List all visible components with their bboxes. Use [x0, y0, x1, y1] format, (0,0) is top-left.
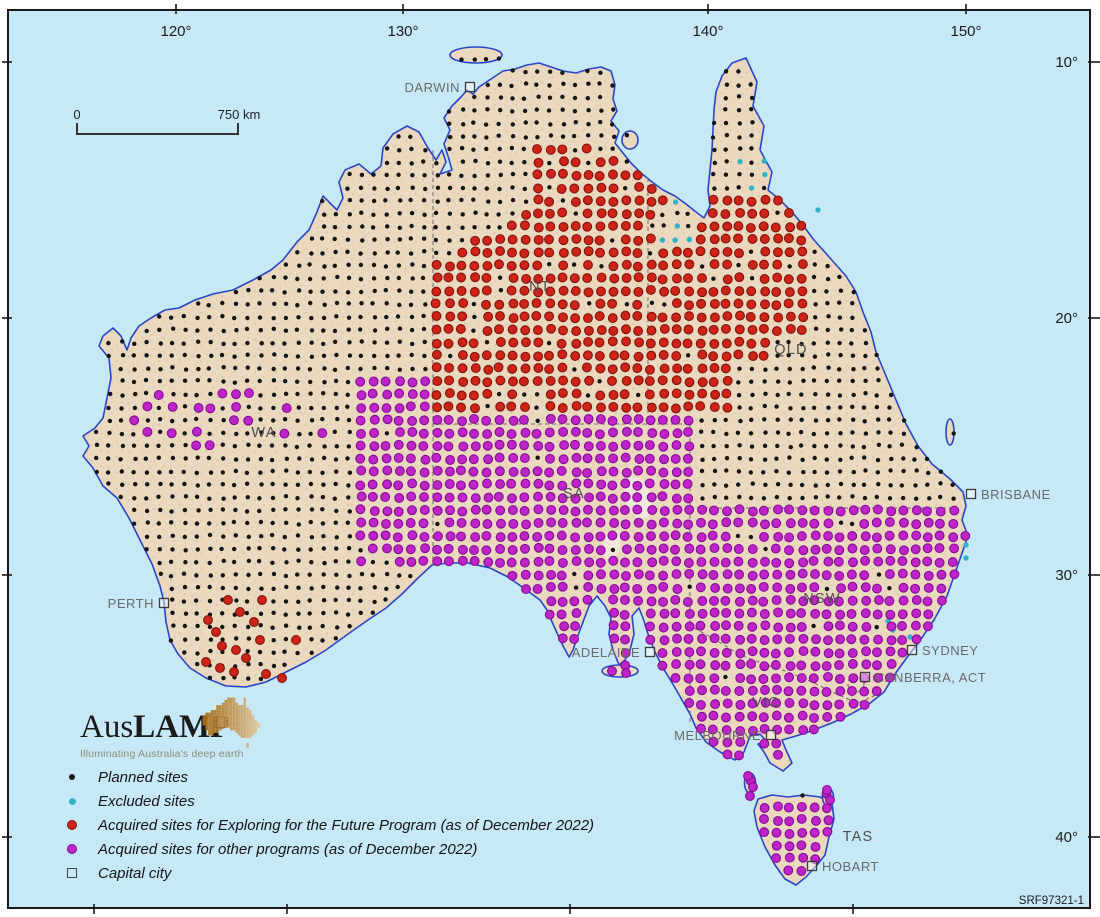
scale-bar-start-label: 0: [73, 107, 81, 122]
legend-row: Planned sites: [60, 765, 594, 789]
legend-swatch-other-icon: [67, 844, 77, 854]
city-marker-melbourne: [765, 729, 777, 741]
logo-title-aus: Aus: [80, 709, 134, 745]
other-program-site-dots: [129, 376, 971, 876]
city-marker-sydney: [906, 644, 918, 656]
longitude-label: 150°: [950, 23, 981, 40]
legend-row: Capital city: [60, 861, 594, 885]
city-marker-darwin: [464, 81, 476, 93]
legend-swatch-wrap: [60, 797, 84, 805]
planned-site-dots: [93, 56, 956, 798]
longitude-label: 130°: [387, 23, 418, 40]
city-label-adelaide: ADELAIDE: [572, 645, 640, 660]
longitude-label: 120°: [160, 23, 191, 40]
legend-row: Acquired sites for other programs (as of…: [60, 837, 594, 861]
state-label-nt: NT: [529, 279, 551, 295]
legend-item-label: Capital city: [98, 864, 172, 882]
city-marker-brisbane: [965, 488, 977, 500]
state-labels: WA NT QLD SA NSW VIC TAS: [251, 279, 874, 845]
latitude-label: 20°: [1055, 310, 1078, 327]
city-label-darwin: DARWIN: [405, 80, 460, 95]
legend-item-label: Planned sites: [98, 768, 189, 786]
legend-item-label: Excluded sites: [98, 792, 195, 810]
city-label-melbourne: MELBOURNE: [674, 728, 761, 743]
legend-swatch-wrap: [60, 844, 84, 854]
latitude-label: 10°: [1055, 54, 1078, 71]
city-label-canberra: CANBERRA, ACT: [875, 670, 986, 685]
legend-row: Acquired sites for Exploring for the Fut…: [60, 813, 594, 837]
auslamp-logo-tagline: Illuminating Australia's deep earth: [80, 747, 244, 760]
city-label-sydney: SYDNEY: [922, 643, 978, 658]
legend-swatch-wrap: [60, 774, 84, 780]
city-marker-hobart: [806, 860, 818, 872]
scale-bar-bracket: [76, 123, 239, 135]
auslamp-logo: AusLAMP Illuminating Australia's deep ea…: [80, 710, 244, 760]
city-label-brisbane: BRISBANE: [981, 487, 1051, 502]
city-marker-perth: [158, 597, 170, 609]
city-marker-adelaide: [644, 646, 656, 658]
legend-swatch-capital-icon: [67, 868, 77, 878]
eftf-acquired-site-dots: [201, 143, 809, 683]
legend-swatch-wrap: [60, 820, 84, 830]
latitude-label: 30°: [1055, 567, 1078, 584]
legend-item-label: Acquired sites for Exploring for the Fut…: [98, 816, 595, 834]
legend-swatch-wrap: [60, 868, 84, 878]
auslamp-logo-title: AusLAMP: [80, 710, 244, 745]
legend-swatch-eftf-icon: [67, 820, 77, 830]
city-label-perth: PERTH: [108, 596, 154, 611]
state-label-wa: WA: [251, 425, 276, 441]
state-label-tas: TAS: [843, 829, 874, 845]
city-label-hobart: HOBART: [822, 859, 879, 874]
landmass: [82, 46, 969, 886]
state-label-qld: QLD: [774, 342, 807, 358]
state-label-nsw: NSW: [803, 591, 840, 607]
graticule-ticks: 120° 130° 140° 150° 10° 20° 30° 40°: [2, 4, 1100, 914]
map-legend: Planned sites Excluded sites Acquired site…: [60, 765, 594, 885]
legend-swatch-excluded-icon: [68, 797, 76, 805]
scale-bar: 0 750 km: [73, 107, 260, 141]
city-marker-canberra: [859, 671, 871, 683]
map-frame: [7, 9, 1091, 909]
legend-row: Excluded sites: [60, 789, 594, 813]
reference-code: SRF97321-1: [1018, 895, 1084, 907]
scale-bar-end-label: 750 km: [217, 107, 261, 122]
state-label-sa: SA: [563, 486, 585, 502]
legend-item-label: Acquired sites for other programs (as of…: [98, 840, 478, 858]
legend-swatch-planned-icon: [69, 774, 75, 780]
auslamp-logo-dotted-australia-icon: [202, 697, 260, 748]
longitude-label: 140°: [692, 23, 723, 40]
capital-cities: DARWIN PERTH ADELAIDE BRISBANE SYDNEY CANBERR…: [108, 80, 1051, 874]
latitude-label: 40°: [1055, 829, 1078, 846]
state-label-vic: VIC: [752, 695, 780, 711]
